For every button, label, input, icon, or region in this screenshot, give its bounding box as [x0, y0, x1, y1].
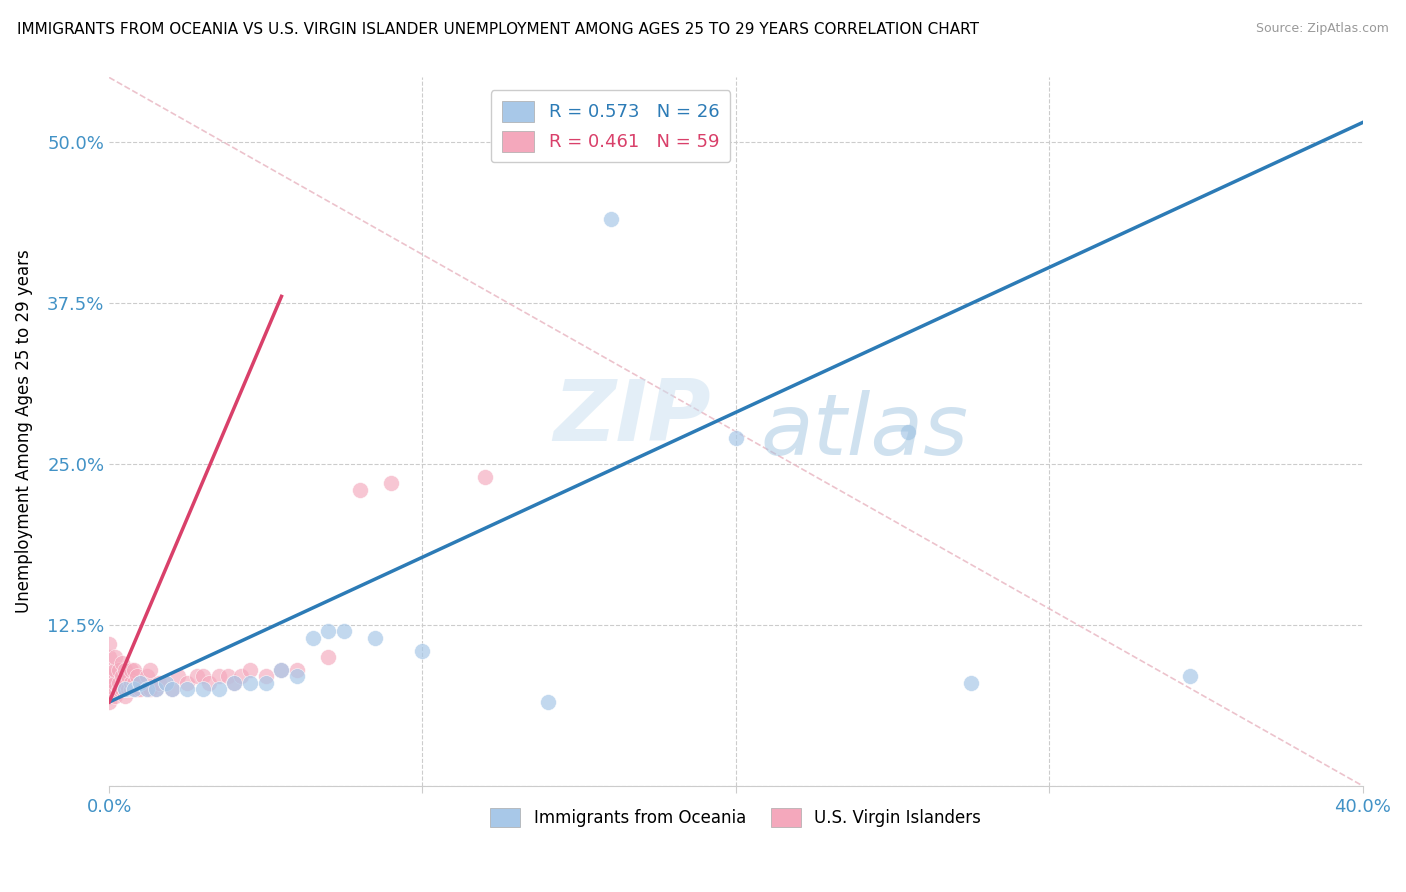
- Point: [167, 669, 190, 683]
- Point: [139, 663, 162, 677]
- Point: [127, 682, 149, 697]
- Point: [98, 650, 121, 665]
- Point: [107, 663, 129, 677]
- Point: [176, 675, 198, 690]
- Point: [191, 669, 214, 683]
- Point: [270, 663, 292, 677]
- Point: [111, 682, 134, 697]
- Point: [129, 675, 152, 690]
- Point: [380, 476, 402, 491]
- Text: Source: ZipAtlas.com: Source: ZipAtlas.com: [1256, 22, 1389, 36]
- Point: [145, 682, 167, 697]
- Point: [318, 624, 340, 639]
- Point: [107, 682, 129, 697]
- Point: [135, 682, 157, 697]
- Point: [224, 675, 246, 690]
- Point: [224, 675, 246, 690]
- Point: [120, 663, 142, 677]
- Point: [98, 669, 121, 683]
- Point: [1180, 669, 1202, 683]
- Point: [254, 669, 277, 683]
- Point: [145, 682, 167, 697]
- Point: [411, 643, 433, 657]
- Point: [285, 669, 308, 683]
- Point: [98, 682, 121, 697]
- Point: [129, 675, 152, 690]
- Point: [117, 669, 139, 683]
- Point: [474, 469, 496, 483]
- Point: [114, 689, 136, 703]
- Text: IMMIGRANTS FROM OCEANIA VS U.S. VIRGIN ISLANDER UNEMPLOYMENT AMONG AGES 25 TO 29: IMMIGRANTS FROM OCEANIA VS U.S. VIRGIN I…: [17, 22, 979, 37]
- Point: [122, 682, 145, 697]
- Point: [104, 675, 127, 690]
- Point: [122, 663, 145, 677]
- Point: [217, 669, 239, 683]
- Y-axis label: Unemployment Among Ages 25 to 29 years: Unemployment Among Ages 25 to 29 years: [15, 250, 32, 614]
- Point: [135, 682, 157, 697]
- Point: [176, 682, 198, 697]
- Point: [229, 669, 252, 683]
- Point: [349, 483, 371, 497]
- Point: [155, 675, 177, 690]
- Point: [122, 682, 145, 697]
- Point: [135, 669, 157, 683]
- Point: [285, 663, 308, 677]
- Point: [104, 682, 127, 697]
- Point: [537, 695, 560, 709]
- Point: [104, 650, 127, 665]
- Point: [104, 663, 127, 677]
- Point: [139, 682, 162, 697]
- Legend: Immigrants from Oceania, U.S. Virgin Islanders: Immigrants from Oceania, U.S. Virgin Isl…: [484, 802, 988, 834]
- Point: [318, 650, 340, 665]
- Point: [129, 682, 152, 697]
- Point: [897, 425, 920, 439]
- Point: [301, 631, 323, 645]
- Point: [114, 682, 136, 697]
- Point: [254, 675, 277, 690]
- Point: [960, 675, 983, 690]
- Point: [98, 663, 121, 677]
- Point: [364, 631, 387, 645]
- Text: ZIP: ZIP: [553, 376, 711, 459]
- Point: [98, 695, 121, 709]
- Point: [208, 682, 231, 697]
- Point: [724, 431, 747, 445]
- Point: [114, 663, 136, 677]
- Point: [198, 675, 221, 690]
- Point: [148, 675, 170, 690]
- Point: [160, 682, 183, 697]
- Point: [120, 682, 142, 697]
- Point: [127, 669, 149, 683]
- Point: [98, 637, 121, 651]
- Point: [239, 675, 262, 690]
- Text: atlas: atlas: [761, 390, 969, 473]
- Point: [114, 675, 136, 690]
- Point: [160, 682, 183, 697]
- Point: [208, 669, 231, 683]
- Point: [270, 663, 292, 677]
- Point: [120, 675, 142, 690]
- Point: [98, 675, 121, 690]
- Point: [122, 675, 145, 690]
- Point: [104, 689, 127, 703]
- Point: [155, 675, 177, 690]
- Point: [333, 624, 356, 639]
- Point: [114, 682, 136, 697]
- Point: [111, 669, 134, 683]
- Point: [239, 663, 262, 677]
- Point: [107, 675, 129, 690]
- Point: [111, 657, 134, 671]
- Point: [186, 669, 208, 683]
- Point: [117, 682, 139, 697]
- Point: [599, 212, 621, 227]
- Point: [191, 682, 214, 697]
